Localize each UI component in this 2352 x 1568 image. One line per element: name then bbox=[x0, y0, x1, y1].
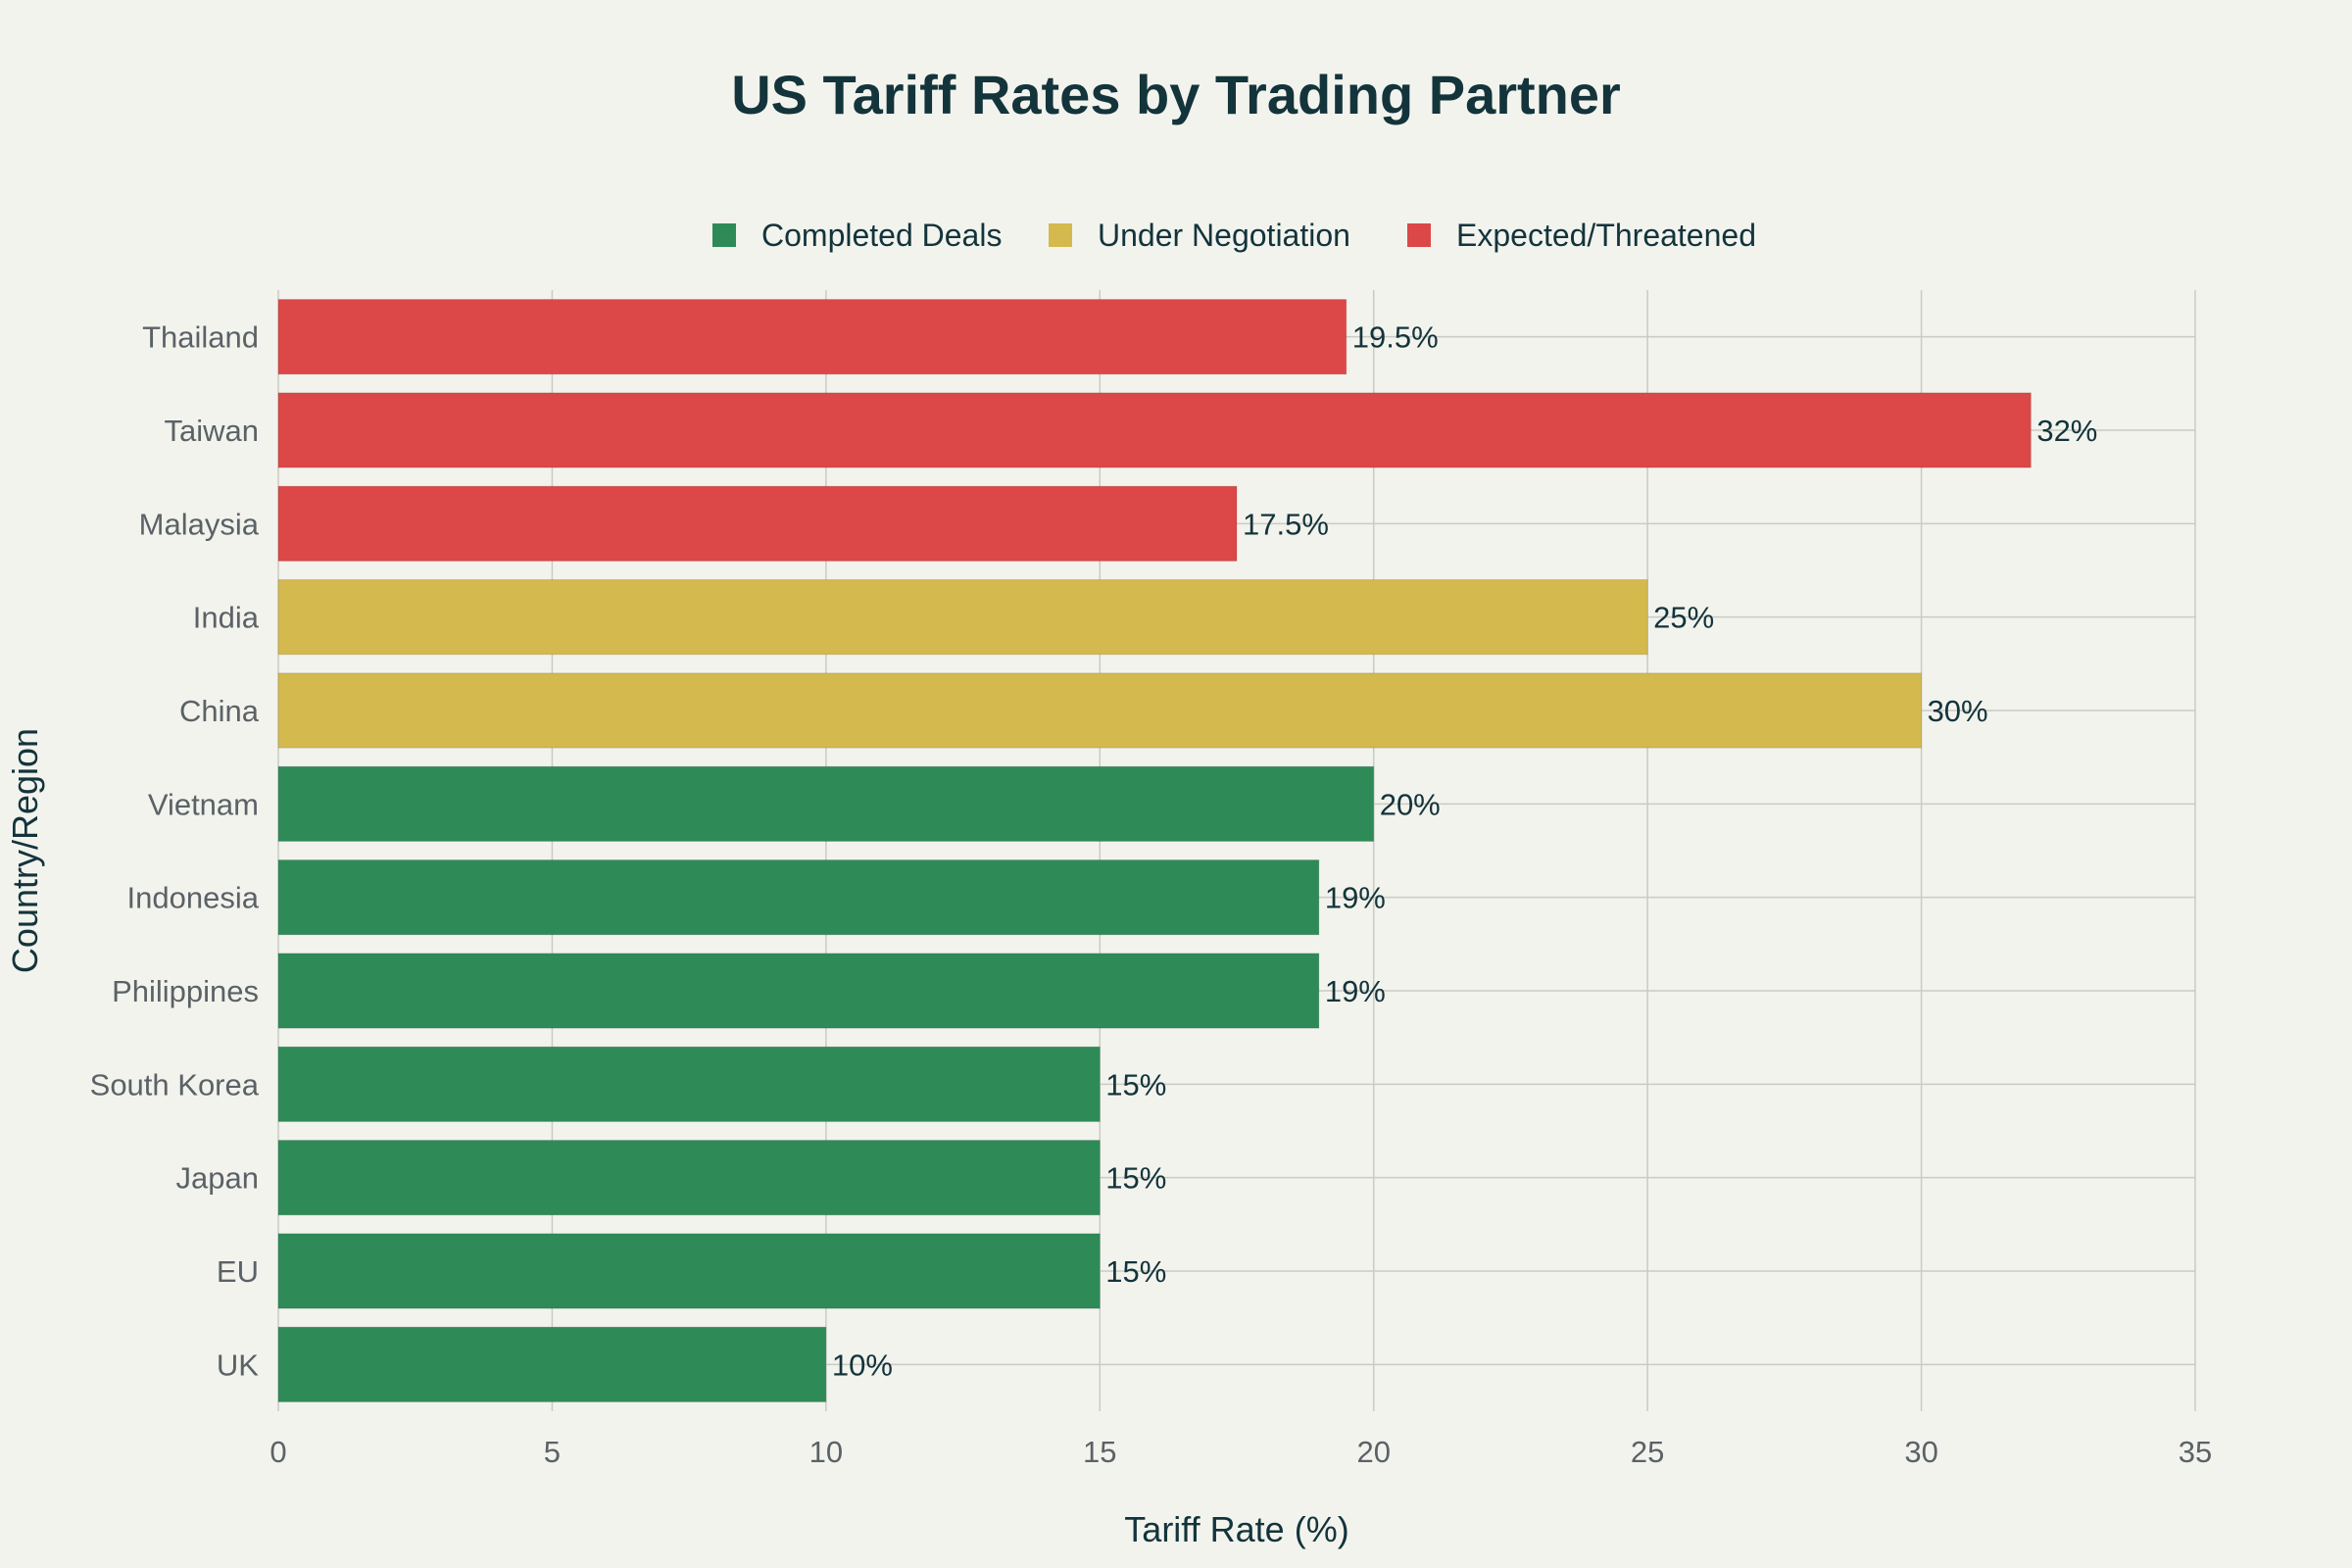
y-tick-label-5: Vietnam bbox=[148, 787, 259, 821]
bar-malaysia[interactable] bbox=[277, 485, 1238, 562]
x-tick-label-6: 30 bbox=[1904, 1435, 1937, 1469]
x-tick-label-2: 10 bbox=[809, 1435, 843, 1469]
bar-eu[interactable] bbox=[277, 1233, 1101, 1309]
data-label-6: 19% bbox=[1325, 881, 1386, 915]
legend-label-1: Under Negotiation bbox=[1098, 218, 1350, 253]
y-tick-label-7: Philippines bbox=[112, 974, 259, 1008]
legend: Completed Deals Under Negotiation Expected… bbox=[712, 218, 1756, 253]
x-tick-label-3: 15 bbox=[1083, 1435, 1116, 1469]
bar-philippines[interactable] bbox=[277, 953, 1320, 1029]
x-tick-label-4: 20 bbox=[1356, 1435, 1390, 1469]
chart-title: US Tariff Rates by Trading Partner bbox=[731, 64, 1621, 125]
data-label-2: 17.5% bbox=[1243, 507, 1329, 541]
data-label-8: 15% bbox=[1105, 1067, 1166, 1102]
data-label-9: 15% bbox=[1105, 1161, 1166, 1196]
data-label-3: 25% bbox=[1653, 601, 1714, 635]
data-label-1: 32% bbox=[2036, 414, 2097, 448]
data-label-11: 10% bbox=[832, 1348, 893, 1382]
legend-swatch-1 bbox=[1049, 223, 1072, 247]
data-label-5: 20% bbox=[1380, 787, 1441, 821]
legend-label-2: Expected/Threatened bbox=[1456, 218, 1756, 253]
legend-label-0: Completed Deals bbox=[761, 218, 1002, 253]
bar-south-korea[interactable] bbox=[277, 1046, 1101, 1122]
data-label-0: 19.5% bbox=[1352, 320, 1439, 355]
bar-china[interactable] bbox=[277, 672, 1923, 749]
y-tick-label-4: China bbox=[179, 694, 260, 728]
y-axis-ticks: Thailand Taiwan Malaysia India China Vietnam I… bbox=[90, 320, 260, 1383]
legend-swatch-2 bbox=[1407, 223, 1431, 247]
x-tick-label-7: 35 bbox=[2179, 1435, 2212, 1469]
bar-india[interactable] bbox=[277, 579, 1648, 656]
y-tick-label-3: India bbox=[193, 601, 260, 635]
x-tick-label-5: 25 bbox=[1631, 1435, 1664, 1469]
bar-japan[interactable] bbox=[277, 1140, 1101, 1216]
y-axis-title: Country/Region bbox=[5, 728, 45, 973]
y-tick-label-10: EU bbox=[217, 1254, 259, 1289]
data-label-10: 15% bbox=[1105, 1254, 1166, 1289]
legend-swatch-0 bbox=[712, 223, 736, 247]
bar-uk[interactable] bbox=[277, 1326, 827, 1402]
y-tick-label-6: Indonesia bbox=[127, 881, 260, 915]
y-tick-label-9: Japan bbox=[176, 1161, 259, 1196]
data-label-7: 19% bbox=[1325, 974, 1386, 1008]
bar-taiwan[interactable] bbox=[277, 392, 2032, 468]
y-tick-label-11: UK bbox=[217, 1348, 259, 1382]
data-label-4: 30% bbox=[1928, 694, 1988, 728]
y-tick-label-2: Malaysia bbox=[139, 507, 260, 541]
bar-indonesia[interactable] bbox=[277, 859, 1320, 936]
bar-vietnam[interactable] bbox=[277, 765, 1375, 842]
bar-thailand[interactable] bbox=[277, 299, 1348, 375]
x-axis-title: Tariff Rate (%) bbox=[1124, 1509, 1348, 1549]
x-tick-label-0: 0 bbox=[270, 1435, 286, 1469]
y-tick-label-0: Thailand bbox=[142, 320, 259, 355]
data-labels: 19.5% 32% 17.5% 25% 30% 20% 19% 19% 15% 15% 15% 10% bbox=[832, 320, 2098, 1383]
bars bbox=[277, 299, 2032, 1402]
x-axis-ticks: 0 5 10 15 20 25 30 35 bbox=[270, 1435, 2212, 1469]
y-tick-label-8: South Korea bbox=[90, 1067, 260, 1102]
y-tick-label-1: Taiwan bbox=[165, 414, 260, 448]
x-tick-label-1: 5 bbox=[544, 1435, 561, 1469]
